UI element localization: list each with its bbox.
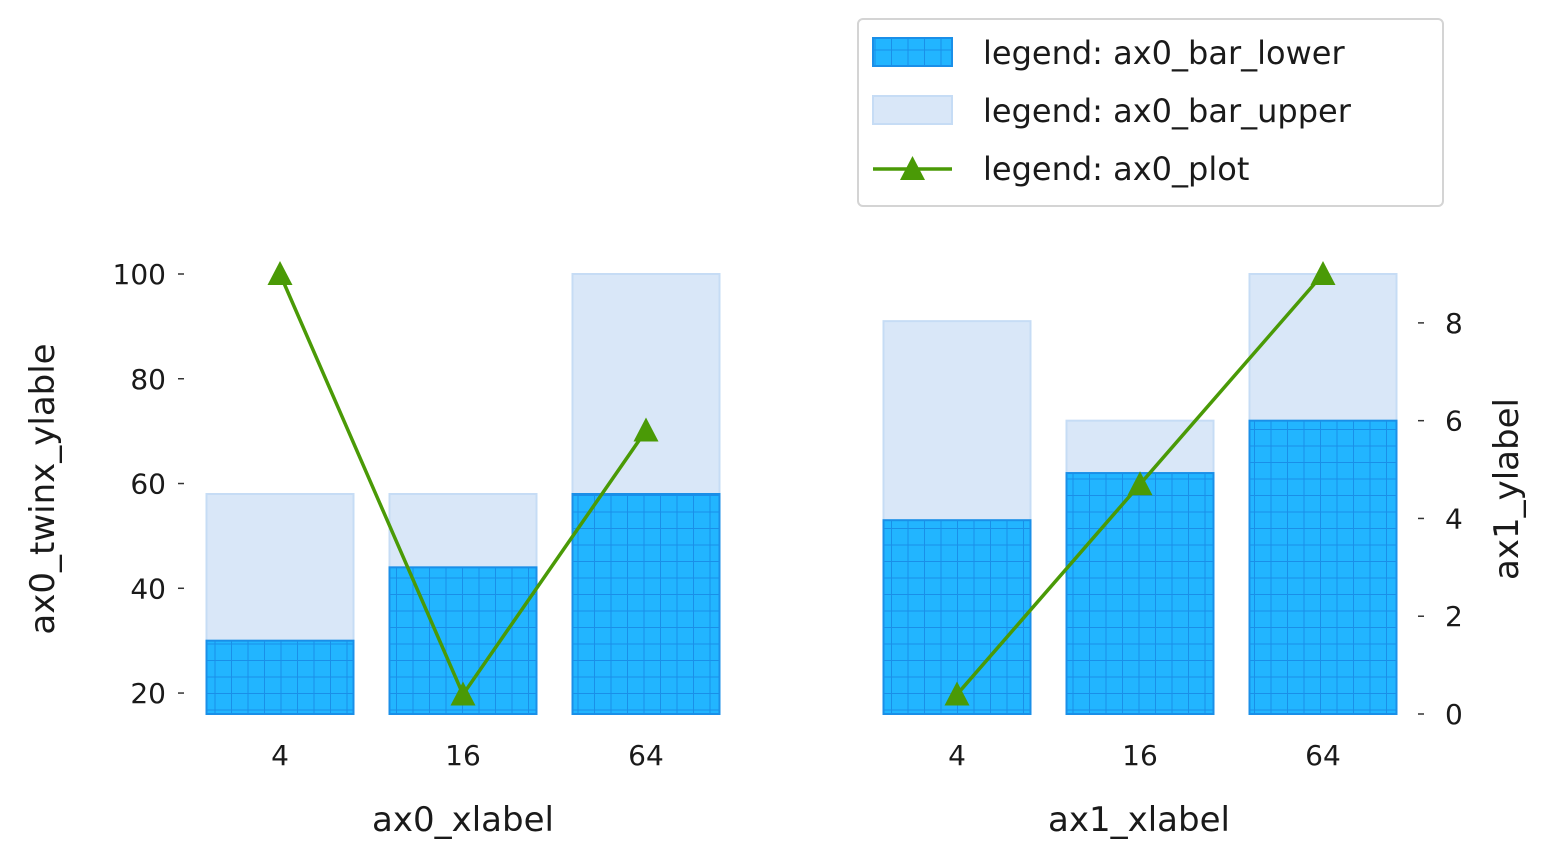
ax1-line-series [944,261,1336,706]
ax0-ytick-label: 60 [130,468,166,501]
legend-swatch-bar-lower [872,37,953,67]
ax0-xtick-label: 16 [445,739,481,772]
legend-label-plot: legend: ax0_plot [983,150,1249,188]
legend: legend: ax0_bar_lower legend: ax0_bar_up… [857,18,1444,207]
ax1-xtick-label: 64 [1305,739,1341,772]
ax1-ytick-label: 2 [1445,600,1463,633]
legend-frame [857,18,1444,207]
ax0-line-marker-4 [267,261,293,285]
legend-label-bar-upper: legend: ax0_bar_upper [983,92,1352,130]
ax0-lower-bar-4 [205,639,355,716]
ax1-xtick-label: 16 [1122,739,1158,772]
ax1-ytick-label: 8 [1445,307,1463,340]
ax1-x-ticks: 4 16 64 [948,739,1341,772]
ax1-plot: 0 2 4 6 8 4 16 64 ax1_xlabel ax1_ylabel [882,261,1527,840]
ax1-y-ticks: 0 2 4 6 8 [1418,307,1463,731]
ax0-xlabel: ax0_xlabel [372,800,554,840]
ax1-lower-bar-16 [1065,472,1215,715]
ax0-ytick-label: 20 [130,677,166,710]
ax1-lower-bar-64 [1248,419,1398,715]
ax0-x-ticks: 4 16 64 [271,739,664,772]
ax0-ylabel: ax0_twinx_ylable [23,343,63,634]
ax0-xtick-label: 4 [271,739,289,772]
ax1-ytick-label: 0 [1445,698,1463,731]
ax0-ytick-label: 100 [113,258,166,291]
legend-swatch-triangle-marker [900,156,925,180]
ax0-ytick-label: 80 [130,363,166,396]
ax0-xtick-label: 64 [628,739,664,772]
ax0-line-marker-16 [450,681,476,706]
ax1-xlabel: ax1_xlabel [1048,800,1230,840]
ax0-line-marker-64 [633,417,659,442]
ax0-lower-bar-64 [571,493,721,715]
ax0-y-ticks: 20 40 60 80 100 [113,258,184,710]
ax1-ytick-label: 4 [1445,502,1463,535]
ax1-ytick-label: 6 [1445,405,1463,438]
legend-swatch-bar-upper [872,95,953,125]
ax0-line-series [267,261,659,706]
ax0-ytick-label: 40 [130,572,166,605]
ax0-plot: 20 40 60 80 100 4 16 64 ax0_xlabel ax0_twinx_y… [23,258,721,840]
ax1-lower-bars [882,419,1398,716]
ax1-line-marker-4 [944,681,970,706]
ax1-line-marker-16 [1127,471,1153,496]
ax1-xtick-label: 4 [948,739,966,772]
ax1-ylabel: ax1_ylabel [1487,398,1527,580]
legend-label-bar-lower: legend: ax0_bar_lower [983,34,1345,72]
ax1-line-marker-64 [1310,261,1336,285]
ax0-lower-bars [205,493,721,716]
